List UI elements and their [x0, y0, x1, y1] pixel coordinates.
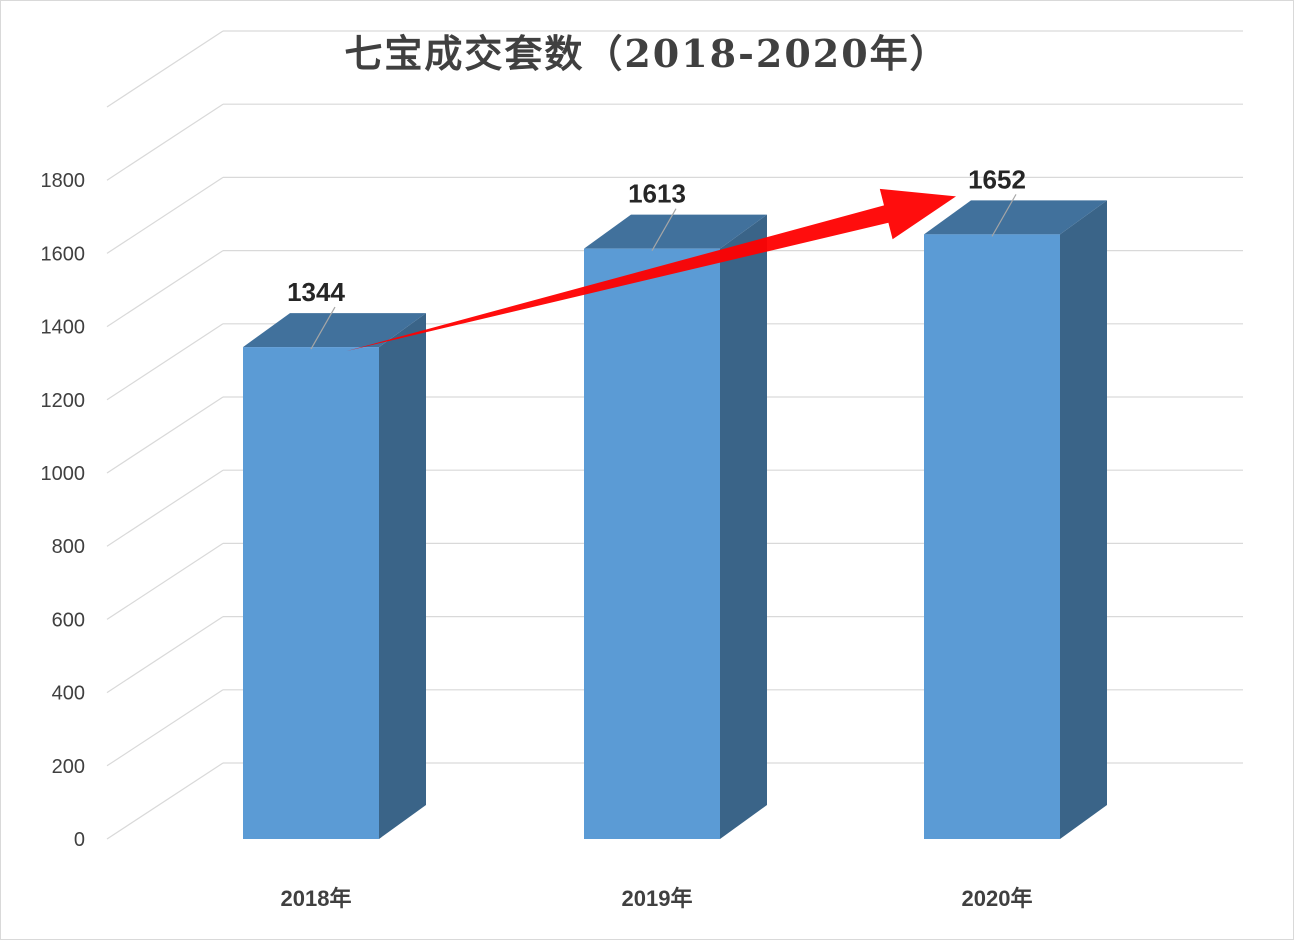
y-tick-label: 200	[52, 756, 85, 778]
y-tick-label: 1000	[41, 463, 86, 485]
bar	[584, 248, 720, 840]
data-label: 1613	[628, 179, 686, 209]
gridline-side-1	[106, 689, 224, 767]
y-tick-label: 1800	[41, 170, 86, 192]
gridline-side-9	[106, 103, 224, 181]
bar-top	[243, 313, 426, 348]
chart-title: 七宝成交套数（2018-2020年）	[344, 31, 950, 76]
data-label: 1344	[287, 277, 345, 307]
bar	[243, 347, 379, 839]
y-tick-label: 1600	[41, 243, 86, 265]
bar-side	[379, 313, 426, 839]
x-category-label: 2019年	[622, 886, 693, 911]
gridline-side-8	[106, 176, 224, 254]
gridline-side-2	[106, 616, 224, 694]
trend-arrow	[346, 188, 956, 352]
y-tick-label: 800	[52, 536, 85, 558]
bar-side	[720, 214, 767, 840]
gridline-side-6	[106, 323, 224, 401]
bar	[924, 234, 1060, 840]
gridline-side-4	[106, 469, 224, 547]
y-tick-label: 600	[52, 609, 85, 631]
data-label: 1652	[968, 164, 1026, 194]
bar-top	[584, 214, 767, 249]
data-label-leader	[310, 306, 336, 350]
x-category-label: 2020年	[962, 886, 1033, 911]
bar-top	[924, 200, 1107, 235]
y-tick-label: 1200	[41, 390, 86, 412]
y-tick-label: 0	[74, 829, 85, 851]
data-label-leader	[651, 208, 677, 251]
gridline-side-0	[106, 762, 224, 840]
gridline-side-top	[106, 30, 224, 108]
x-category-label: 2018年	[281, 886, 352, 911]
gridline-side-7	[106, 250, 224, 328]
data-label-leader	[991, 194, 1017, 237]
gridline-side-3	[106, 542, 224, 620]
y-tick-label: 1400	[41, 317, 86, 339]
bar-side	[1060, 200, 1107, 840]
gridline-side-5	[106, 396, 224, 474]
y-tick-label: 400	[52, 683, 85, 705]
